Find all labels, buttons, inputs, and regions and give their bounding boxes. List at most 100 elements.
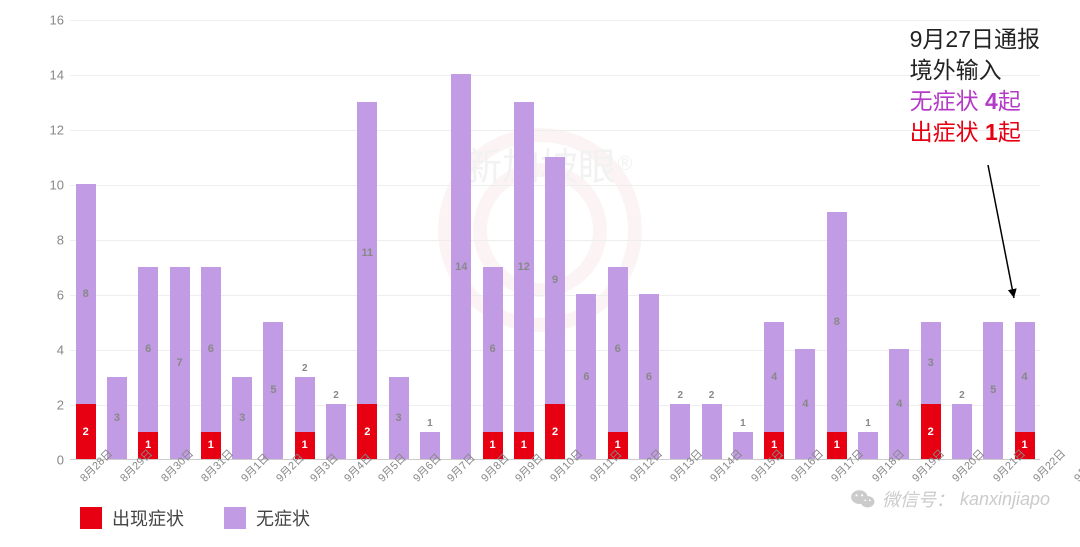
bar-value-label: 3 xyxy=(114,412,120,424)
bar-segment-asymptomatic: 12 xyxy=(514,102,534,432)
bar-value-label: 6 xyxy=(145,343,151,355)
y-tick: 14 xyxy=(50,68,64,83)
wechat-label: 微信号： xyxy=(882,486,954,512)
bar-group: 2 xyxy=(696,20,727,459)
bar-stack: 6 xyxy=(639,294,659,459)
bar-group: 18 xyxy=(821,20,852,459)
bars-container: 2831671635122211311416112296166221144181… xyxy=(70,20,1040,459)
bar-group: 3 xyxy=(101,20,132,459)
bar-group: 4 xyxy=(790,20,821,459)
bar-group: 29 xyxy=(539,20,570,459)
bar-segment-asymptomatic: 11 xyxy=(357,102,377,405)
bar-segment-symptomatic: 2 xyxy=(76,404,96,459)
y-tick: 0 xyxy=(57,453,64,468)
bar-segment-symptomatic: 2 xyxy=(545,404,565,459)
bar-value-label: 1 xyxy=(858,418,878,429)
bar-stack: 14 xyxy=(1015,322,1035,460)
bar-group: 7 xyxy=(164,20,195,459)
legend-item: 无症状 xyxy=(224,505,310,531)
bar-group: 16 xyxy=(195,20,226,459)
bar-value-label: 3 xyxy=(396,412,402,424)
bar-stack: 16 xyxy=(608,267,628,460)
bar-segment-asymptomatic: 2 xyxy=(702,404,722,459)
bar-group: 3 xyxy=(226,20,257,459)
bar-value-label: 2 xyxy=(702,390,722,401)
watermark-wechat: 微信号： kanxinjiapo xyxy=(850,486,1050,512)
bar-value-label: 6 xyxy=(489,343,495,355)
bar-stack: 18 xyxy=(827,212,847,460)
bar-value-label: 3 xyxy=(239,412,245,424)
bar-segment-asymptomatic: 2 xyxy=(952,404,972,459)
bar-stack: 1 12 xyxy=(514,102,534,460)
bar-group: 14 xyxy=(446,20,477,459)
bar-segment-asymptomatic: 5 xyxy=(263,322,283,460)
bar-stack: 211 xyxy=(357,102,377,460)
y-tick: 4 xyxy=(57,343,64,358)
legend-swatch xyxy=(80,507,102,529)
legend-swatch xyxy=(224,507,246,529)
wechat-id: kanxinjiapo xyxy=(960,489,1050,510)
bar-group: 1 xyxy=(852,20,883,459)
bar-stack: 7 xyxy=(170,267,190,460)
bar-value-label: 3 xyxy=(928,357,934,369)
bar-value-label: 4 xyxy=(896,398,902,410)
legend-label: 无症状 xyxy=(256,505,310,531)
bar-segment-asymptomatic: 4 xyxy=(1015,322,1035,432)
bar-value-label: 6 xyxy=(208,343,214,355)
bar-segment-asymptomatic: 7 xyxy=(170,267,190,460)
bar-value-label: 5 xyxy=(270,384,276,396)
annotation-line-1: 9月27日通报 xyxy=(910,24,1040,55)
bar-stack: 3 xyxy=(107,377,127,460)
y-tick: 16 xyxy=(50,13,64,28)
bar-stack: 5 xyxy=(983,322,1003,460)
bar-value-label: 2 xyxy=(295,363,315,374)
bar-group: 1 xyxy=(727,20,758,459)
bar-value-label: 12 xyxy=(518,261,530,273)
bar-value-label: 1 xyxy=(521,439,527,451)
bar-value-label: 2 xyxy=(83,426,89,438)
bar-segment-asymptomatic: 6 xyxy=(576,294,596,459)
bar-group: 16 xyxy=(602,20,633,459)
bar-stack: 14 xyxy=(764,322,784,460)
bar-value-label: 1 xyxy=(302,439,308,451)
bar-segment-asymptomatic: 9 xyxy=(545,157,565,405)
bar-value-label: 7 xyxy=(176,357,182,369)
bar-value-label: 1 xyxy=(420,418,440,429)
bar-stack: 16 xyxy=(138,267,158,460)
bar-group: 6 xyxy=(633,20,664,459)
bar-segment-asymptomatic: 3 xyxy=(921,322,941,405)
bar-group: 2 xyxy=(665,20,696,459)
bar-stack: 14 xyxy=(451,74,471,459)
bar-group: 16 xyxy=(133,20,164,459)
bar-segment-asymptomatic: 3 xyxy=(232,377,252,460)
bar-stack: 3 xyxy=(232,377,252,460)
bar-value-label: 14 xyxy=(455,261,467,273)
bar-value-label: 5 xyxy=(990,384,996,396)
plot-area: 2831671635122211311416112296166221144181… xyxy=(70,20,1040,460)
bar-value-label: 6 xyxy=(646,371,652,383)
bar-segment-asymptomatic: 6 xyxy=(483,267,503,432)
bar-segment-asymptomatic: 8 xyxy=(76,184,96,404)
bar-stack: 4 xyxy=(795,349,815,459)
bar-value-label: 1 xyxy=(489,439,495,451)
bar-group: 211 xyxy=(352,20,383,459)
bar-group: 1 12 xyxy=(508,20,539,459)
bar-value-label: 4 xyxy=(771,371,777,383)
bar-value-label: 1 xyxy=(208,439,214,451)
bar-segment-asymptomatic: 6 xyxy=(639,294,659,459)
bar-stack: 2 xyxy=(702,404,722,459)
y-tick: 6 xyxy=(57,288,64,303)
bar-value-label: 2 xyxy=(326,390,346,401)
bar-segment-asymptomatic: 6 xyxy=(608,267,628,432)
y-tick: 2 xyxy=(57,398,64,413)
legend: 出现症状无症状 xyxy=(80,505,310,531)
annotation-box: 9月27日通报 境外输入 无症状 4起 出症状 1起 xyxy=(910,24,1040,148)
bar-segment-asymptomatic: 3 xyxy=(107,377,127,460)
bar-value-label: 6 xyxy=(583,371,589,383)
bar-stack: 4 xyxy=(889,349,909,459)
bar-segment-symptomatic: 1 xyxy=(827,432,847,460)
bar-group: 1 xyxy=(414,20,445,459)
bar-value-label: 9 xyxy=(552,274,558,286)
bar-value-label: 2 xyxy=(670,390,690,401)
bar-stack: 23 xyxy=(921,322,941,460)
